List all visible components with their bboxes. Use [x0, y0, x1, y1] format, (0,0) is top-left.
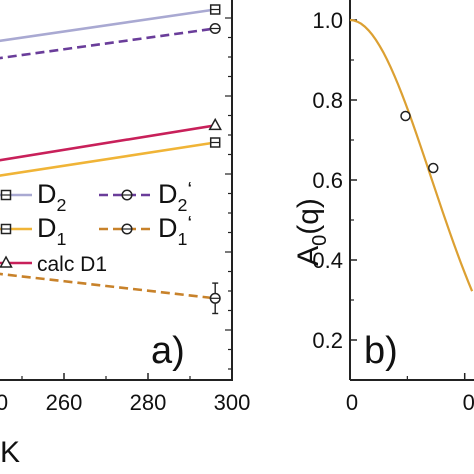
x-tick-label: 0 [463, 390, 474, 415]
legend-marker [0, 223, 12, 235]
x-tick-label: 0 [0, 390, 8, 415]
data-point [208, 117, 222, 131]
series-line [0, 272, 216, 300]
x-tick-label: 300 [214, 390, 251, 415]
panel-b: 0.2 0.4 0.6 0.8 1.0 0 0 A0(q) b) [292, 0, 474, 415]
legend-marker [0, 255, 13, 268]
legend-item: D2 [0, 179, 67, 215]
x-axis-title: K [0, 436, 20, 469]
y-tick-label: 0.4 [312, 248, 343, 273]
legend-marker [121, 223, 133, 235]
data-point [209, 22, 221, 35]
legend-marker [0, 189, 12, 201]
y-tick-label: 0.6 [312, 168, 343, 193]
data-point [400, 110, 411, 122]
legend-item: D1 [0, 213, 67, 249]
panel-label: b) [364, 330, 398, 372]
legend-item: D2‘ [99, 176, 192, 215]
legend-marker [121, 189, 133, 201]
y-tick-label: 1.0 [312, 8, 343, 33]
series-line [0, 8, 216, 43]
y-axis-title: A0(q) [292, 198, 331, 266]
series-line [0, 124, 216, 162]
legend-label: D1 [37, 213, 67, 249]
data-point [428, 162, 439, 174]
x-tick-label: 280 [130, 390, 167, 415]
series-line [0, 27, 216, 60]
series-line [0, 141, 216, 177]
legend-label: D2‘ [158, 176, 192, 215]
y-tick-label: 0.2 [312, 328, 343, 353]
panel-label: a) [151, 330, 185, 372]
legend-item: D1‘ [99, 210, 192, 249]
fit-curve [349, 18, 474, 292]
x-tick-label: 0 [346, 390, 358, 415]
data-point [209, 292, 221, 304]
legend-label: D2 [37, 179, 67, 215]
legend-label: calc D1 [37, 253, 107, 276]
data-point [209, 137, 221, 148]
data-point [209, 4, 221, 15]
y-tick-label: 0.8 [312, 88, 343, 113]
legend-item: calc D1 [0, 253, 107, 276]
x-tick-label: 260 [46, 390, 83, 415]
legend-label: D1‘ [158, 210, 192, 249]
